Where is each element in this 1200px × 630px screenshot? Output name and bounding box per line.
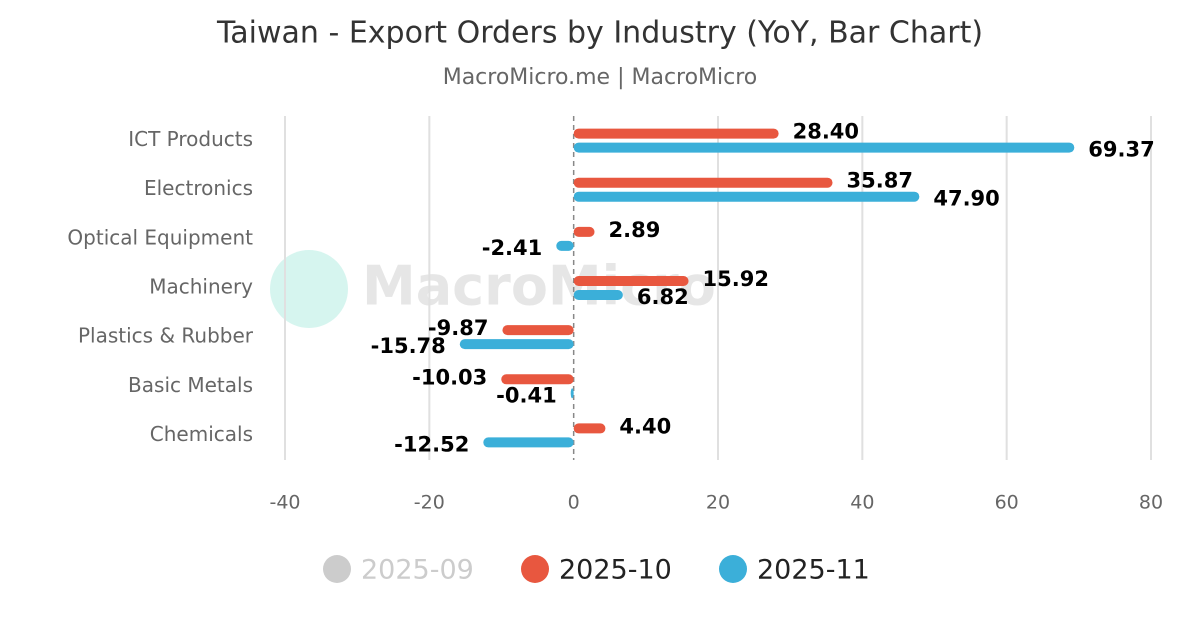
x-tick-label: 40 bbox=[850, 492, 874, 514]
x-tick-label: -40 bbox=[269, 492, 300, 514]
bar bbox=[573, 276, 689, 286]
legend-label[interactable]: 2025-11 bbox=[757, 555, 870, 586]
legend-marker[interactable] bbox=[719, 555, 747, 583]
value-label: 35.87 bbox=[847, 169, 913, 193]
bar bbox=[501, 374, 574, 385]
watermark-logo bbox=[270, 250, 348, 328]
bar bbox=[573, 226, 595, 237]
bar bbox=[459, 339, 574, 350]
y-tick-label: ICT Products bbox=[128, 127, 253, 151]
bar bbox=[573, 191, 920, 202]
chart-title: Taiwan - Export Orders by Industry (YoY,… bbox=[216, 16, 983, 51]
legend-label[interactable]: 2025-10 bbox=[559, 555, 672, 586]
value-label: 6.82 bbox=[637, 285, 689, 309]
bar bbox=[570, 388, 574, 399]
watermark: MacroMicro bbox=[362, 255, 716, 318]
y-tick-label: Chemicals bbox=[150, 422, 253, 446]
value-label: 4.40 bbox=[619, 414, 671, 438]
y-tick-label: Plastics & Rubber bbox=[78, 324, 254, 348]
value-label: -0.41 bbox=[496, 383, 557, 407]
legend-marker[interactable] bbox=[521, 555, 549, 583]
bar bbox=[573, 423, 606, 434]
x-tick-label: -20 bbox=[414, 492, 445, 514]
value-label: -2.41 bbox=[482, 236, 543, 260]
value-label: -10.03 bbox=[412, 365, 487, 389]
y-tick-label: Basic Metals bbox=[128, 373, 253, 397]
chart-subtitle: MacroMicro.me | MacroMicro bbox=[443, 65, 758, 90]
x-tick-label: 60 bbox=[995, 492, 1019, 514]
y-tick-label: Optical Equipment bbox=[67, 225, 253, 249]
x-tick-label: 80 bbox=[1139, 492, 1163, 514]
bar bbox=[573, 177, 833, 188]
value-label: 69.37 bbox=[1088, 138, 1154, 162]
legend-label[interactable]: 2025-09 bbox=[361, 555, 474, 586]
value-label: -9.87 bbox=[428, 316, 489, 340]
value-label: 47.90 bbox=[933, 187, 999, 211]
y-tick-label: Machinery bbox=[149, 275, 253, 299]
bar bbox=[556, 240, 574, 251]
x-tick-label: 20 bbox=[706, 492, 730, 514]
value-label: 2.89 bbox=[609, 218, 661, 242]
value-label: -12.52 bbox=[394, 432, 469, 456]
bar bbox=[573, 128, 779, 139]
bar bbox=[483, 437, 574, 448]
bar bbox=[573, 290, 623, 300]
bar bbox=[502, 325, 574, 336]
value-label: 15.92 bbox=[703, 267, 769, 291]
value-label: 28.40 bbox=[793, 120, 859, 144]
y-tick-label: Electronics bbox=[144, 176, 253, 200]
legend-marker[interactable] bbox=[323, 555, 351, 583]
value-label: -15.78 bbox=[371, 334, 446, 358]
x-tick-label: 0 bbox=[568, 492, 580, 514]
bar bbox=[573, 142, 1075, 153]
